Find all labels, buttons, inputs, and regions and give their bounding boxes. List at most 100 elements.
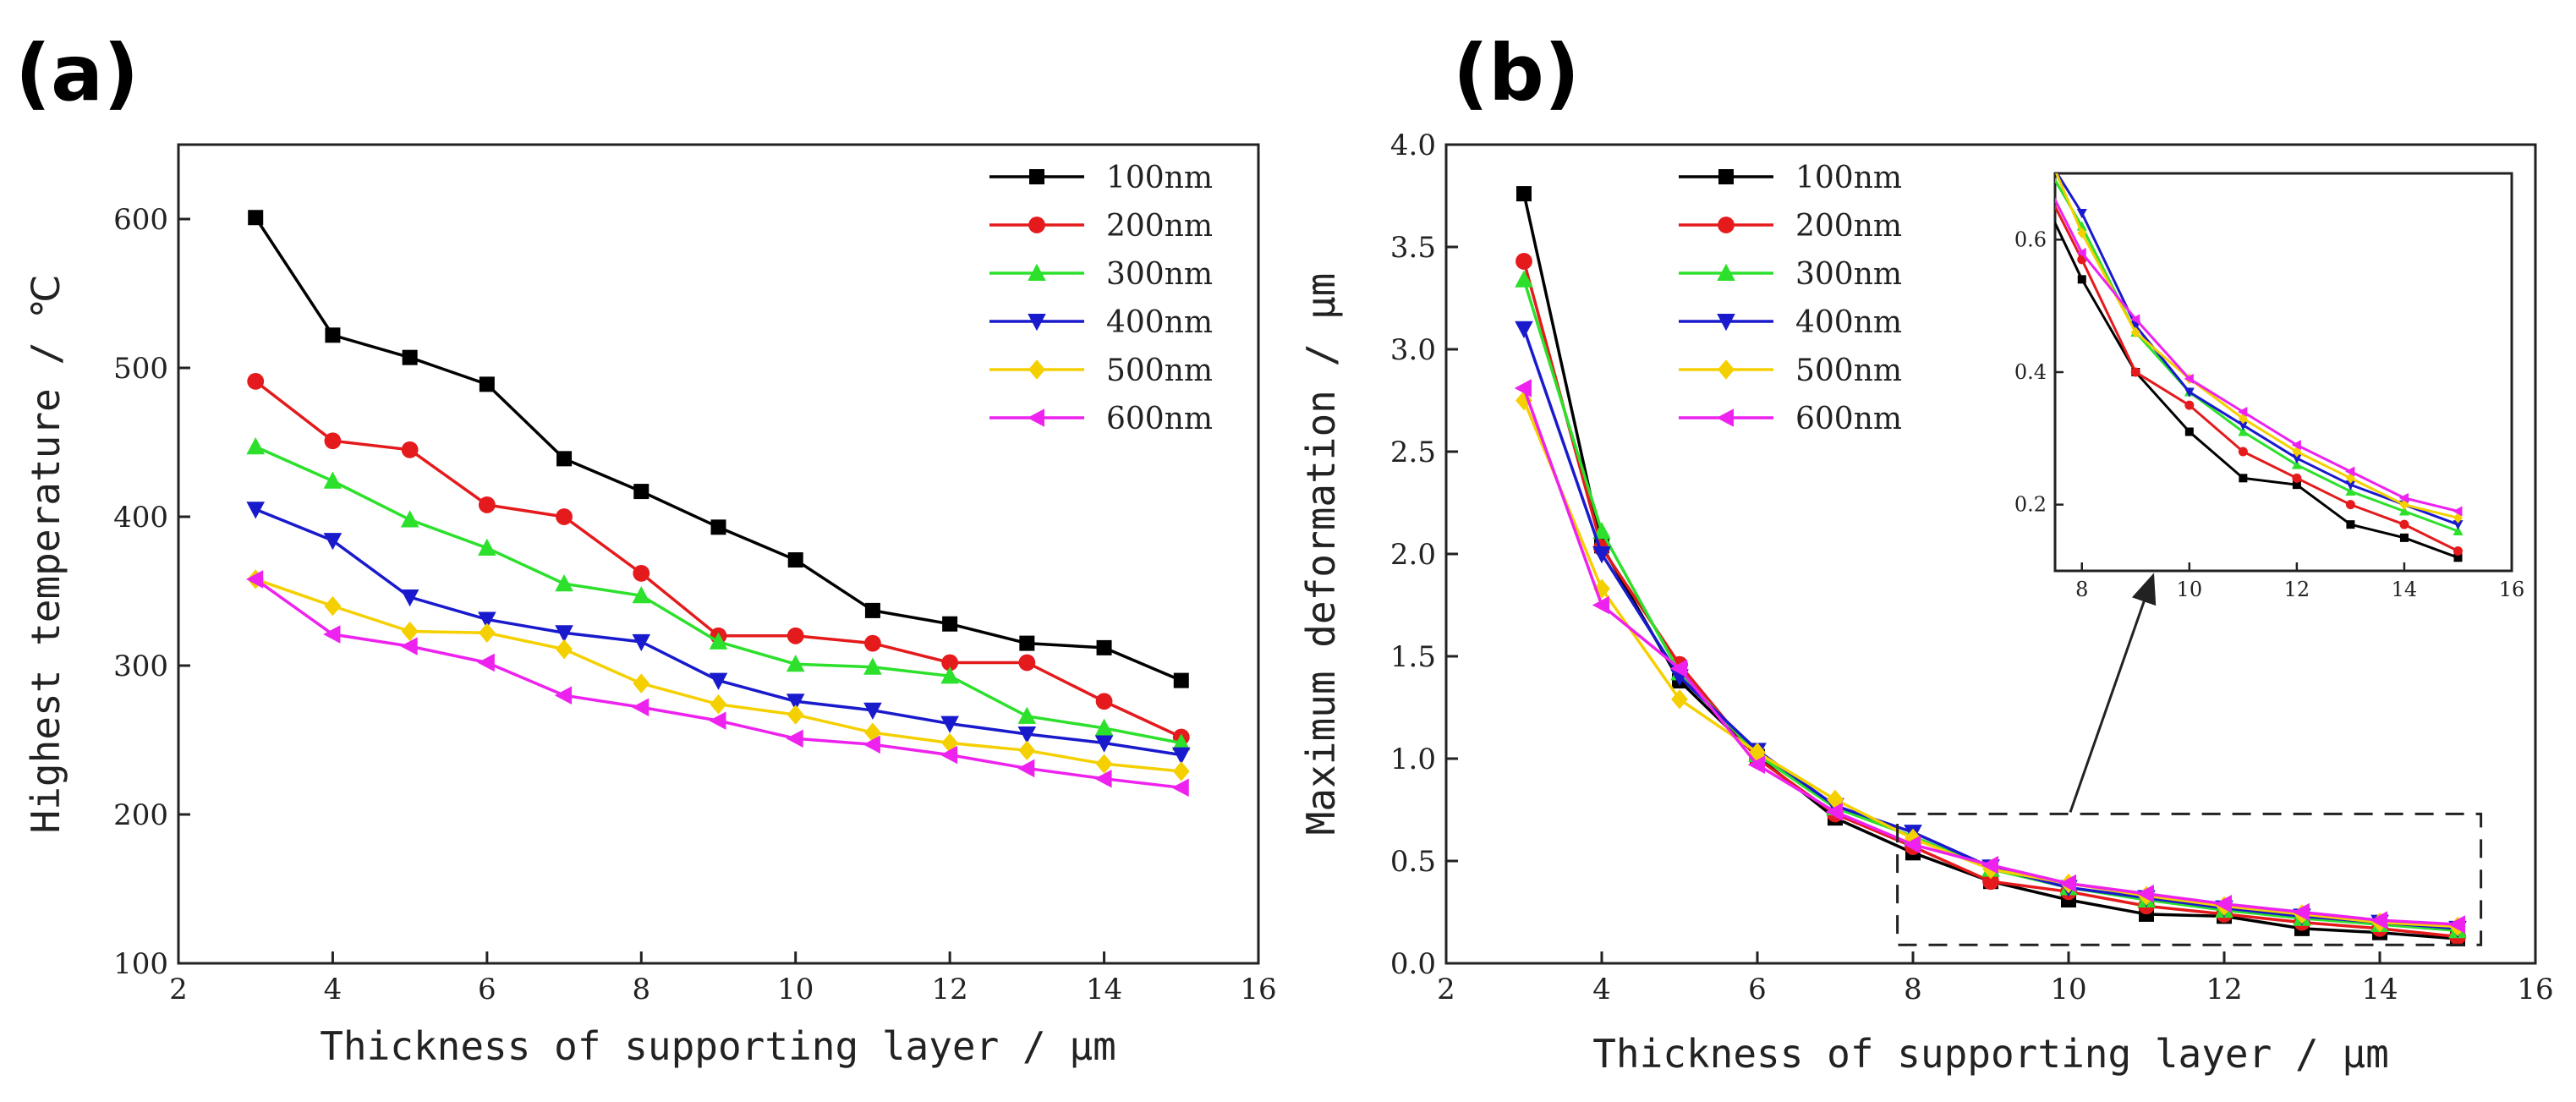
data-point (1171, 747, 1191, 765)
legend-item: 400nm (989, 305, 1213, 340)
data-point (863, 735, 880, 754)
x-tick-label: 10 (777, 973, 814, 1006)
y-tick-label: 0.0 (1390, 947, 1436, 981)
data-point (1172, 761, 1190, 781)
data-point (400, 637, 418, 655)
legend-label: 600nm (1795, 402, 1902, 436)
data-point (1095, 754, 1113, 774)
legend-item: 200nm (1679, 209, 1902, 244)
data-point (633, 673, 650, 694)
data-point (246, 437, 266, 455)
inset-data-point (2184, 373, 2194, 384)
inset-data-point (2453, 520, 2464, 530)
data-point (247, 372, 265, 390)
inset-x-tick-label: 8 (2075, 578, 2088, 601)
panel-b-y-axis: 0.0 0.5 1.0 1.5 2.0 2.5 3.0 3.5 4.0 (1390, 129, 1458, 981)
data-point (556, 639, 573, 660)
x-tick-label: 14 (1086, 973, 1122, 1006)
data-point (1747, 755, 1765, 775)
y-tick-label: 1.0 (1390, 743, 1436, 776)
data-point (555, 573, 573, 592)
inset-data-point (2077, 228, 2087, 238)
data-point (400, 589, 419, 607)
inset-x-tick-label: 16 (2499, 578, 2525, 601)
inset-y-tick-label: 0.2 (2014, 493, 2047, 517)
data-point (1669, 659, 1687, 678)
inset-x-tick-label: 10 (2177, 578, 2203, 601)
data-point (786, 654, 805, 672)
panel-b-inset: 8 10 12 14 16 0.2 0.4 0.6 (2014, 101, 2525, 601)
data-point (478, 611, 496, 629)
legend-label: 300nm (1106, 257, 1213, 292)
inset-data-point (2130, 321, 2141, 332)
panel-a-plot-frame (177, 143, 1260, 965)
y-tick-label: 4.0 (1390, 129, 1436, 162)
inset-data-point (2346, 520, 2355, 529)
data-point (942, 616, 958, 632)
data-point (786, 729, 803, 748)
panel-b-zoom-region (1896, 812, 2483, 946)
legend-marker (1028, 314, 1046, 332)
legend-item: 300nm (989, 257, 1213, 292)
data-point (556, 451, 573, 467)
data-point (325, 327, 341, 343)
data-point (1018, 740, 1036, 761)
data-point (478, 538, 496, 556)
data-point (864, 722, 881, 743)
inset-data-point (2184, 427, 2194, 436)
data-point (2058, 874, 2076, 893)
data-point (864, 602, 880, 618)
inset-data-point (2292, 473, 2302, 483)
x-tick-label: 2 (1437, 973, 1455, 1006)
x-tick-label: 12 (932, 973, 968, 1006)
series-300nm (246, 437, 1191, 751)
legend-label: 100nm (1106, 161, 1213, 195)
data-point (402, 349, 418, 365)
y-tick-label: 600 (113, 203, 168, 237)
data-point (323, 533, 343, 551)
x-tick-label: 6 (478, 973, 496, 1006)
inset-data-point (2398, 492, 2409, 503)
data-point (1592, 522, 1611, 540)
y-tick-label: 200 (113, 798, 168, 832)
x-tick-label: 6 (1748, 973, 1767, 1006)
inset-y-tick-label: 0.4 (2014, 360, 2047, 384)
legend-marker (1027, 408, 1044, 427)
x-tick-label: 2 (169, 973, 188, 1006)
inset-data-point (2345, 480, 2356, 491)
legend-item: 100nm (1679, 161, 1902, 195)
panel-b-x-axis-title: Thickness of supporting layer / μm (1592, 1031, 2389, 1077)
panel-a-x-axis: 2 4 6 8 10 12 14 16 (169, 951, 1277, 1006)
data-point (864, 634, 881, 652)
data-point (1096, 639, 1112, 655)
data-point (1515, 270, 1533, 288)
inset-data-point (2024, 101, 2033, 112)
y-tick-label: 1.5 (1390, 640, 1436, 674)
data-point (323, 625, 341, 644)
series-400nm (246, 502, 1191, 765)
data-point (1173, 672, 1189, 688)
inset-data-point (2130, 326, 2140, 338)
inset-data-point (2453, 553, 2463, 562)
panel-b-series (1514, 186, 2467, 946)
legend-marker (1028, 359, 1045, 380)
data-point (1094, 718, 1114, 736)
legend-item: 500nm (1679, 354, 1902, 388)
data-point (477, 653, 495, 672)
panel-a-y-axis: 100 200 300 400 500 600 (113, 203, 190, 981)
data-point (633, 564, 650, 582)
data-point (1019, 635, 1035, 651)
inset-data-point (2238, 407, 2248, 417)
x-tick-label: 14 (2361, 973, 2398, 1006)
legend-item: 200nm (989, 209, 1213, 244)
data-point (401, 621, 419, 642)
panel-a-x-axis-title: Thickness of supporting layer / μm (320, 1023, 1116, 1069)
legend-marker (1028, 217, 1045, 233)
inset-data-point (2291, 440, 2301, 451)
data-point (478, 496, 496, 513)
data-point (787, 705, 804, 725)
legend-item: 400nm (1679, 305, 1902, 340)
inset-series-400nm (2055, 173, 2464, 530)
inset-data-point (2292, 480, 2301, 490)
data-point (1095, 693, 1113, 710)
